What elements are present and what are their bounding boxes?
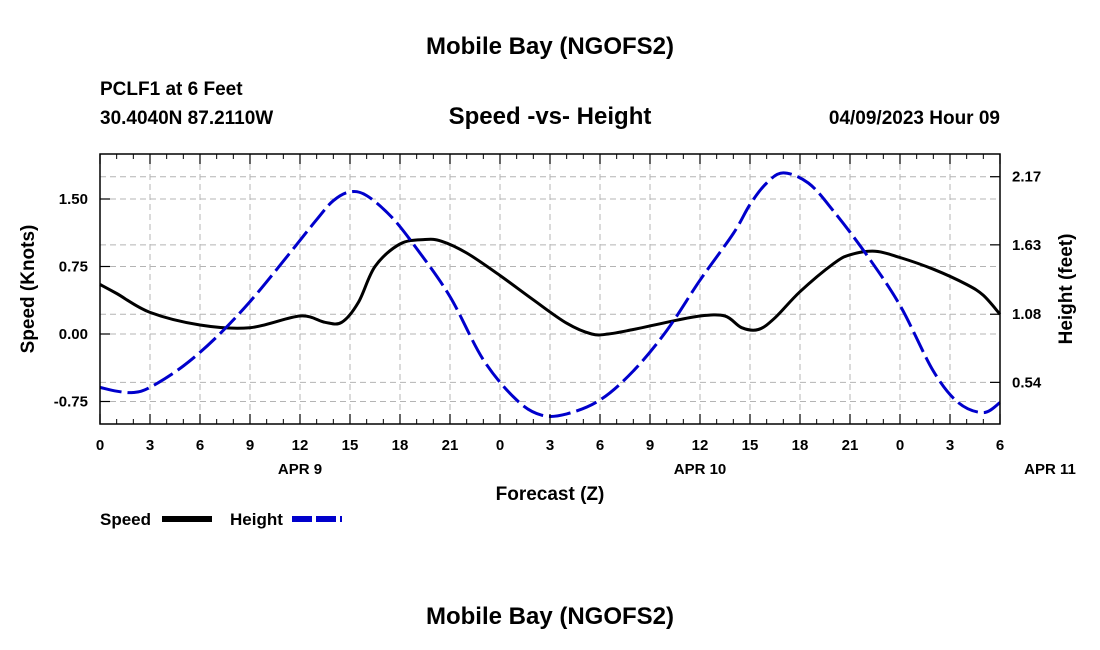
legend-label-speed: Speed [100,510,151,529]
chart-bottom-title: Mobile Bay (NGOFS2) [426,603,674,630]
x-tick-label: 9 [646,437,654,454]
legend: Speed Height [100,510,342,529]
y-right-tick-label: 1.08 [1012,306,1041,323]
x-tick-label: 6 [996,437,1004,454]
x-tick-label: 6 [596,437,604,454]
x-tick-label: 0 [896,437,904,454]
x-tick-label: 12 [292,437,309,454]
forecast-datetime: 04/09/2023 Hour 09 [829,108,1000,129]
station-label: PCLF1 at 6 Feet [100,79,243,100]
y-left-tick-label: 0.00 [59,326,88,343]
y-left-tick-label: 1.50 [59,191,88,208]
y-right-tick-label: 2.17 [1012,169,1041,186]
x-axis-title: Forecast (Z) [496,484,605,505]
axes: 0 3 6 9 12 15 18 21 0 3 6 9 12 15 18 21 0 3 6 APR 9 APR 10 AP… [54,154,1076,478]
grid-lines [100,154,1000,424]
x-tick-label: 18 [792,437,809,454]
chart-top-title: Mobile Bay (NGOFS2) [426,33,674,60]
x-tick-label: 21 [842,437,859,454]
x-tick-label: 9 [246,437,254,454]
x-tick-label: 21 [442,437,459,454]
x-tick-label: 12 [692,437,709,454]
x-tick-label: 0 [96,437,104,454]
y-axis-title-left: Speed (Knots) [18,225,39,354]
y-left-tick-label: 0.75 [59,259,88,276]
x-tick-label: 3 [546,437,554,454]
y-axis-title-right: Height (feet) [1056,234,1077,345]
speed-series-line [99,237,1002,337]
x-tick-label: 18 [392,437,409,454]
station-coordinates: 30.4040N 87.2110W [100,108,273,129]
x-tick-label: 15 [342,437,359,454]
y-right-tick-label: 1.63 [1012,237,1041,254]
chart-subtitle: Speed -vs- Height [449,103,652,130]
y-right-tick-label: 0.54 [1012,374,1042,391]
x-day-label: APR 10 [674,461,727,478]
x-tick-label: 3 [146,437,154,454]
legend-label-height: Height [230,510,283,529]
x-tick-label: 6 [196,437,204,454]
x-tick-label: 15 [742,437,759,454]
x-day-label: APR 9 [278,461,322,478]
x-tick-label: 3 [946,437,954,454]
x-day-label: APR 11 [1024,461,1076,478]
height-series-line [99,171,1001,418]
x-tick-label: 0 [496,437,504,454]
data-series [99,171,1002,418]
y-left-tick-label: -0.75 [54,394,88,411]
